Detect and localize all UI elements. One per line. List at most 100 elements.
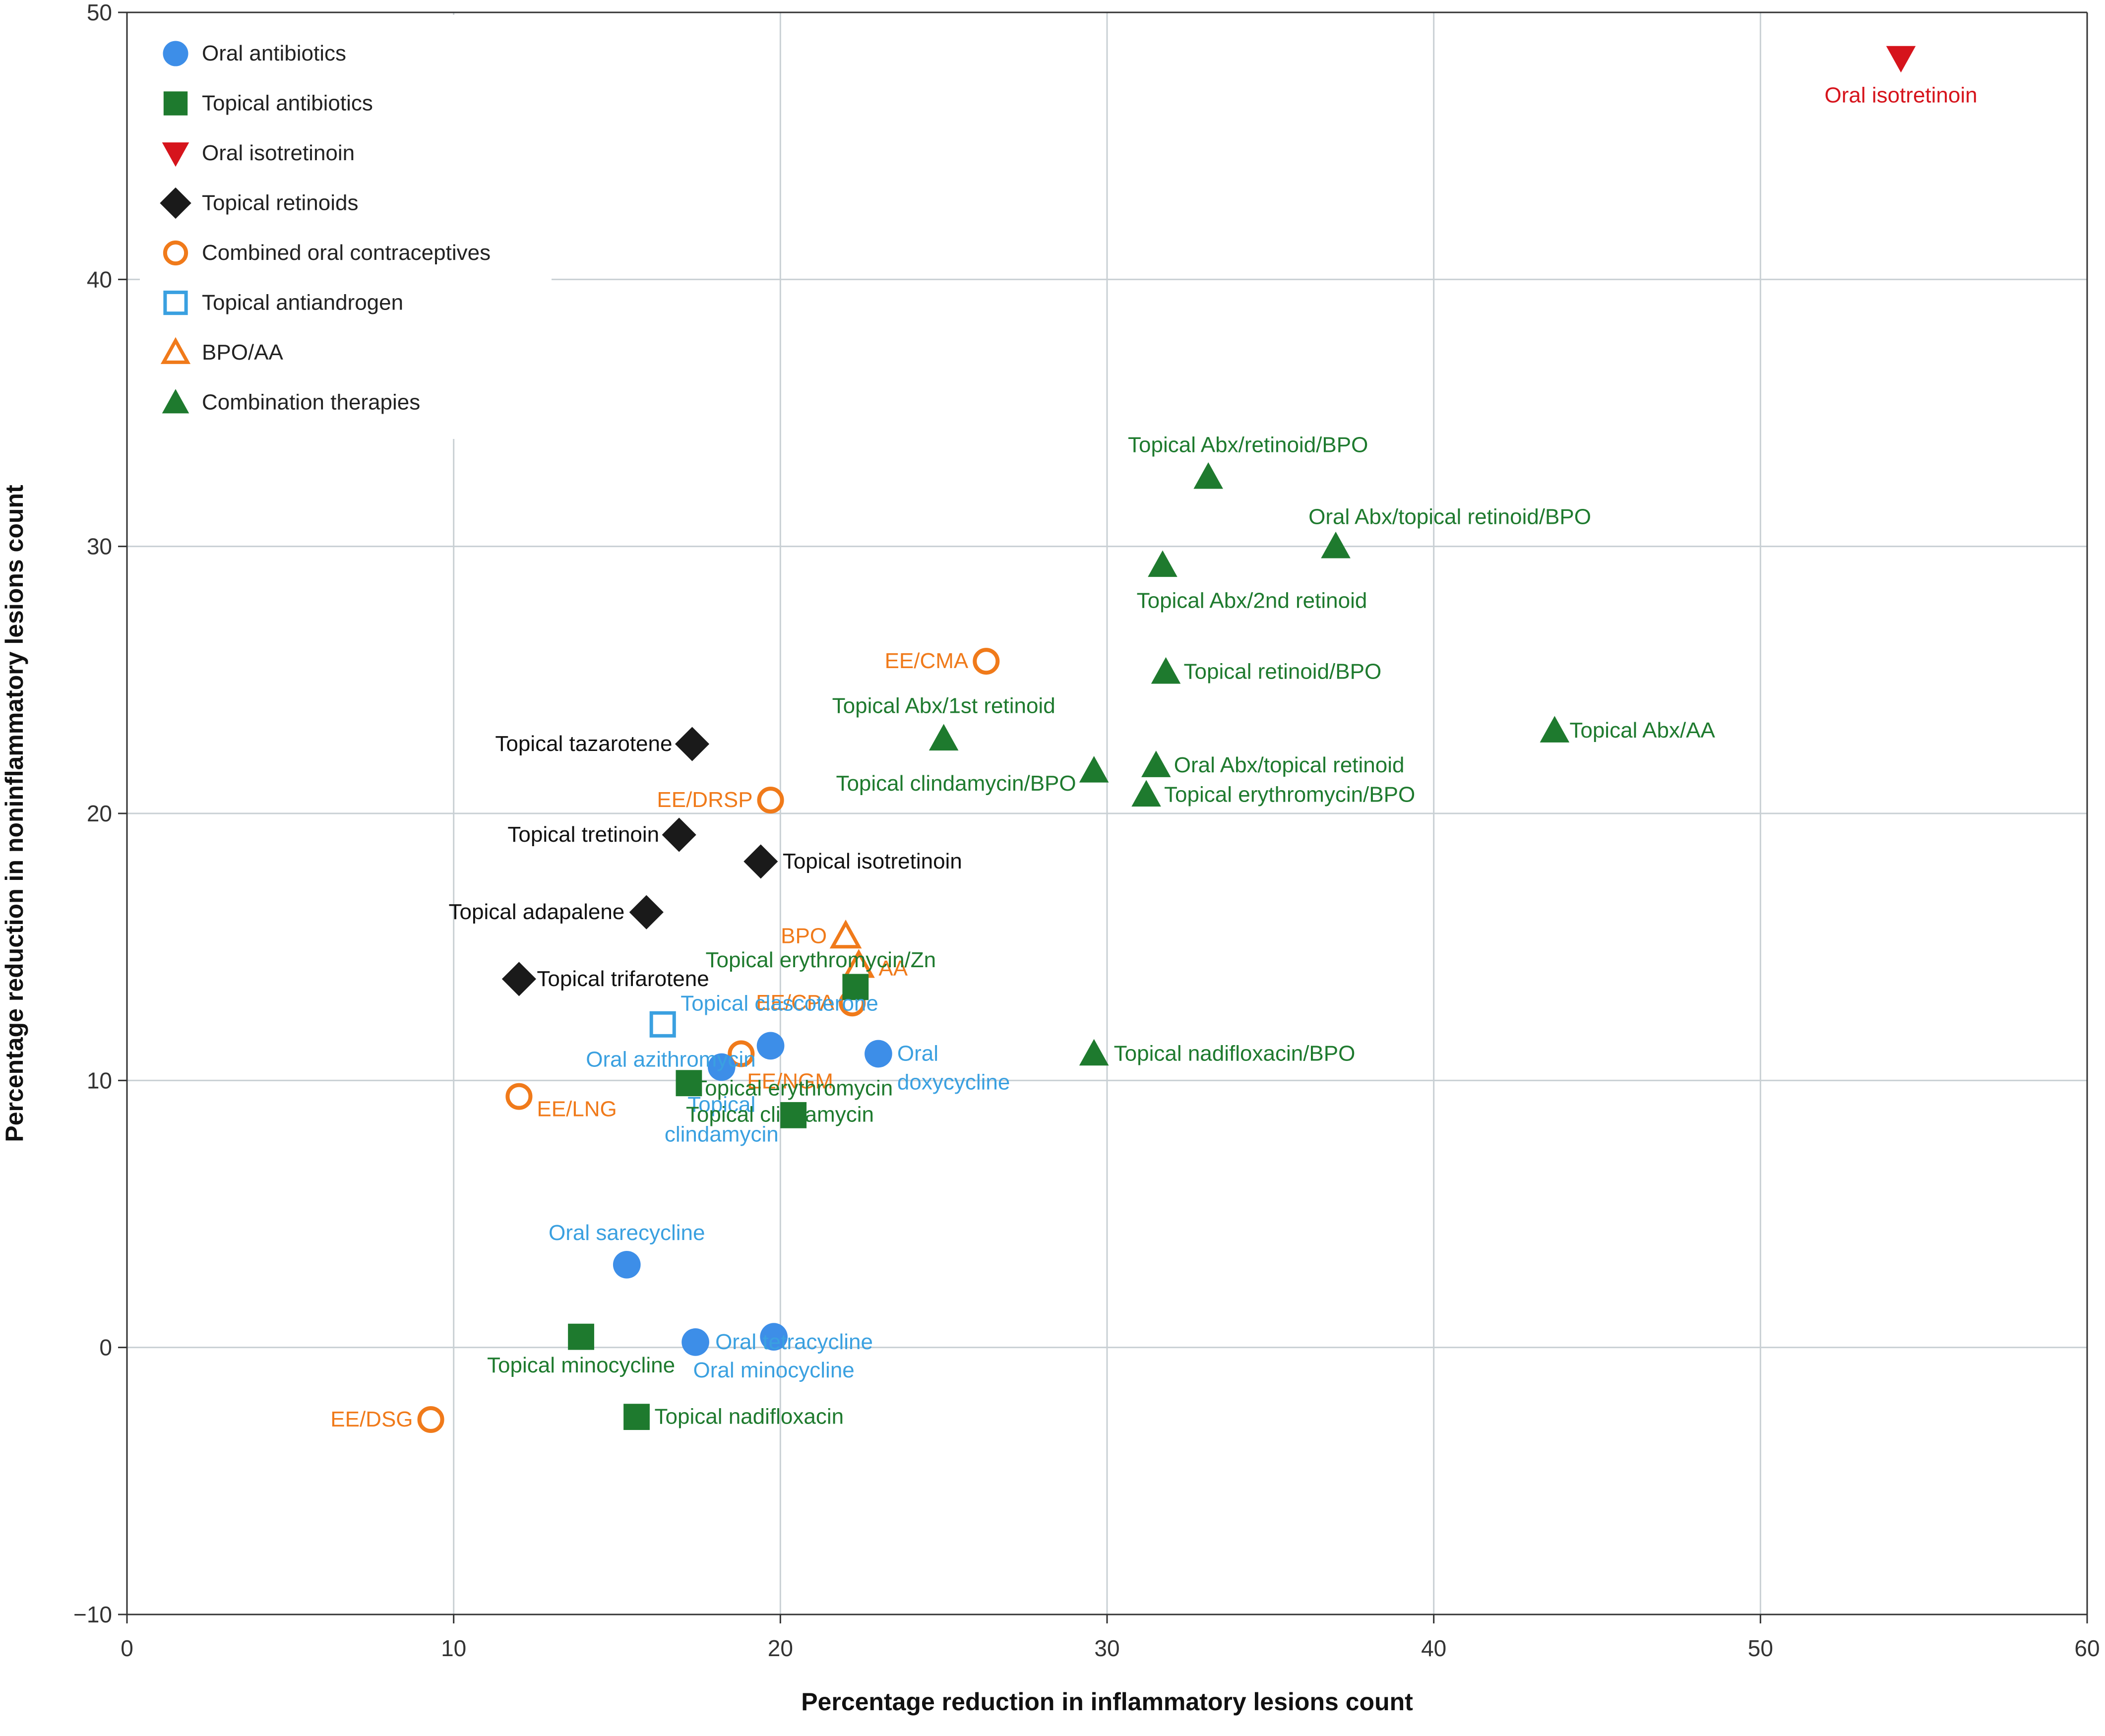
point-ee-drsp [757,787,784,814]
point-oral-tetracycline [681,1328,709,1356]
point-ee-cma [973,648,1000,675]
label-topical-erythromycin: Topical erythromycin [694,1076,893,1100]
point-topical-erythromycin-bpo [1131,780,1161,807]
point-topical-abx-aa [1540,716,1570,743]
point-oral-doxycycline [865,1040,892,1068]
label-topical-trifarotene: Topical trifarotene [537,967,709,991]
legend-label-top-anti: Topical antiandrogen [202,291,403,315]
point-topical-clindamycin-bpo [1079,756,1109,783]
legend-marker-bpo-aa [160,337,191,364]
point-topical-nadifloxacin-bpo [1079,1039,1109,1066]
label-line-2: doxycycline [897,1070,1010,1095]
label-topical-nadifloxacin-bpo: Topical nadifloxacin/BPO [1114,1042,1356,1066]
x-tick-label: 40 [1421,1635,1446,1661]
label-oral-isotretinoin: Oral isotretinoin [1824,83,1977,108]
x-tick-label: 60 [2074,1635,2100,1661]
grid-lines [127,12,2087,1614]
y-tick-label: 20 [87,801,112,826]
x-axis-title: Percentage reduction in inflammatory les… [801,1688,1413,1716]
legend: Oral antibiotics Topical antibiotics Oral … [140,15,552,439]
point-topical-abx-retinoid-bpo [1193,462,1223,489]
label-topical-adapalene: Topical adapalene [449,900,625,924]
legend-label-top-abx: Topical antibiotics [202,91,373,116]
label-topical-clindamycin: Topical clindamycin [686,1103,874,1127]
point-topical-tazarotene [675,727,710,761]
point-topical-erythromycin [780,1102,807,1128]
label-oral-lymecycline: Topical clindamycin [665,1092,779,1146]
label-ee-drsp: EE/DRSP [657,788,752,812]
label-topical-minocycline: Topical minocycline [487,1353,675,1377]
legend-label-bpo-aa: BPO/AA [202,340,283,365]
point-oral-abx-topical-retinoid [1141,750,1171,777]
y-tick-label: 0 [99,1335,112,1361]
label-aa: AA [878,956,908,981]
point-oral-minocycline [760,1323,788,1351]
label-topical-erythromycin-bpo: Topical erythromycin/BPO [1164,782,1415,806]
point-topical-isotretinoin [743,844,778,879]
label-oral-abx-topical-retinoid: Oral Abx/topical retinoid [1174,753,1405,777]
legend-marker-combo [162,389,189,414]
legend-marker-coc [163,240,188,266]
label-ee-lng: EE/LNG [537,1097,617,1121]
label-oral-azithromycin: Oral azithromycin [586,1047,755,1071]
label-ee-cpa: EE/CPA [756,991,835,1015]
point-topical-minocycline [568,1323,594,1350]
label-topical-tazarotene: Topical tazarotene [495,732,672,756]
legend-label-combo: Combination therapies [202,390,420,415]
x-tick-label: 0 [121,1635,133,1661]
label-oral-sarecycline: Oral sarecycline [549,1221,705,1245]
label-line-2: clindamycin [665,1122,779,1146]
label-topical-clindamycin-bpo: Topical clindamycin/BPO [836,771,1076,796]
label-line-1: Topical [687,1092,755,1116]
point-topical-trifarotene [501,962,536,996]
label-oral-tetracycline: Oral tetracycline [715,1330,873,1354]
point-topical-abx-2nd-retinoid [1148,550,1177,577]
y-tick-label: 40 [87,266,112,292]
point-topical-erythromycin-zn [842,974,869,1000]
legend-marker-top-ret [160,187,191,219]
label-topical-retinoid-bpo: Topical retinoid/BPO [1184,660,1382,684]
label-topical-clascoterone: Topical clascoterone [681,991,878,1015]
label-topical-tretinoin: Topical tretinoin [507,822,659,847]
point-ee-dsg [417,1406,444,1433]
legend-marker-oral-iso [162,142,189,167]
point-oral-azithromycin [756,1032,785,1060]
x-tick-label: 30 [1094,1635,1119,1661]
tick-labels: 0 10 20 30 40 50 60 −10 0 10 20 30 40 50 [73,0,2100,1661]
point-topical-adapalene [629,895,664,930]
y-tick-label: 50 [87,0,112,25]
legend-label-oral-abx: Oral antibiotics [202,41,346,65]
label-topical-abx-aa: Topical Abx/AA [1569,718,1715,743]
point-oral-isotretinoin [1886,46,1916,73]
x-tick-label: 20 [768,1635,793,1661]
point-oral-abx-topical-retinoid-bpo [1321,531,1351,558]
legend-background [140,15,552,439]
point-topical-nadifloxacin [623,1404,650,1430]
point-topical-clascoterone [649,1011,676,1038]
label-topical-isotretinoin: Topical isotretinoin [783,849,962,873]
legend-marker-top-abx [163,91,188,116]
legend-label-coc: Combined oral contraceptives [202,241,491,265]
label-topical-nadifloxacin: Topical nadifloxacin [655,1405,844,1429]
y-tick-label: −10 [73,1602,112,1627]
y-tick-label: 10 [87,1067,112,1093]
legend-label-top-ret: Topical retinoids [202,191,359,215]
y-tick-label: 30 [87,534,112,559]
label-oral-doxycycline: Oral doxycycline [897,1042,1010,1095]
x-tick-label: 50 [1748,1635,1773,1661]
point-topical-tretinoin [662,817,696,852]
point-topical-retinoid-bpo [1151,657,1181,684]
point-topical-abx-1st-retinoid [929,724,959,751]
point-topical-clindamycin [676,1070,702,1097]
label-bpo: BPO [781,924,827,948]
label-line-1: Oral [897,1042,938,1066]
label-topical-abx-2nd-retinoid: Topical Abx/2nd retinoid [1137,588,1367,613]
legend-marker-oral-abx [163,41,188,66]
point-oral-lymecycline [707,1053,736,1081]
y-axis-title: Percentage reduction in noninflammatory … [0,485,28,1142]
label-topical-erythromycin-zn: Topical erythromycin/Zn [706,948,936,972]
label-oral-minocycline: Oral minocycline [693,1358,855,1382]
legend-marker-top-anti [163,290,188,315]
label-oral-abx-topical-retinoid-bpo: Oral Abx/topical retinoid/BPO [1308,505,1591,529]
